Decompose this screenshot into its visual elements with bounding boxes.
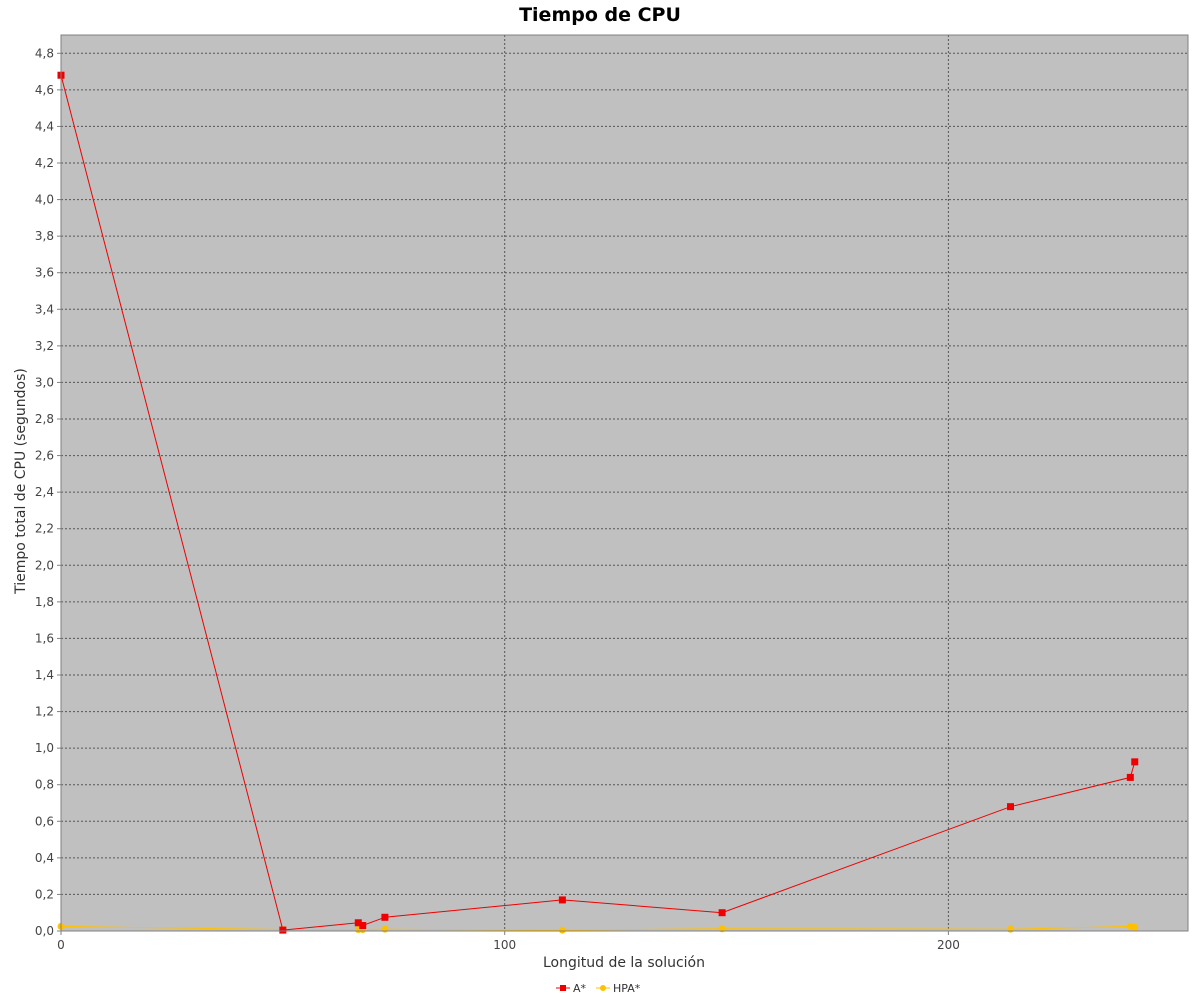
x-tick-label: 200 bbox=[937, 938, 960, 952]
legend-item-hpa: HPA* bbox=[596, 982, 641, 995]
y-tick-label: 2,0 bbox=[35, 558, 54, 572]
y-tick-label: 1,8 bbox=[35, 595, 54, 609]
x-tick-label: 100 bbox=[493, 938, 516, 952]
data-point-a bbox=[1131, 758, 1139, 766]
y-tick-label: 3,0 bbox=[35, 375, 54, 389]
series-line-a bbox=[60, 75, 1136, 931]
y-tick-label: 0,0 bbox=[35, 924, 54, 938]
y-tick-label: 4,2 bbox=[35, 156, 54, 170]
y-axis-ticks: 0,0 0,2 0,4 0,6 0,8 1,0 1,2 1,4 1,6 1,8 2,0 2,2 2,4 2… bbox=[35, 46, 61, 938]
x-tick-label: 0 bbox=[57, 938, 65, 952]
grid-lines bbox=[61, 35, 1188, 931]
plot-area bbox=[60, 34, 1189, 932]
legend-marker-hpa bbox=[600, 985, 606, 991]
data-point-a bbox=[558, 896, 566, 904]
data-point-hpa bbox=[1007, 925, 1015, 933]
legend: A* HPA* bbox=[556, 982, 641, 995]
data-point-hpa bbox=[558, 926, 566, 934]
y-tick-label: 2,4 bbox=[35, 485, 54, 499]
series-layer bbox=[57, 71, 1139, 934]
legend-label-hpa: HPA* bbox=[613, 982, 641, 995]
y-tick-label: 4,6 bbox=[35, 83, 54, 97]
data-point-hpa bbox=[381, 925, 389, 933]
y-tick-label: 3,2 bbox=[35, 339, 54, 353]
y-tick-label: 1,0 bbox=[35, 741, 54, 755]
data-point-a bbox=[718, 909, 726, 917]
y-tick-label: 1,4 bbox=[35, 668, 54, 682]
y-tick-label: 2,8 bbox=[35, 412, 54, 426]
data-point-a bbox=[279, 926, 287, 934]
data-point-hpa bbox=[1131, 923, 1139, 931]
y-tick-label: 4,4 bbox=[35, 119, 54, 133]
y-tick-label: 4,0 bbox=[35, 193, 54, 207]
legend-item-a: A* bbox=[556, 982, 587, 995]
y-tick-label: 1,2 bbox=[35, 705, 54, 719]
y-tick-label: 3,4 bbox=[35, 302, 54, 316]
series-line-hpa bbox=[60, 925, 1135, 931]
data-point-a bbox=[359, 922, 367, 930]
y-tick-label: 4,8 bbox=[35, 46, 54, 60]
data-point-a bbox=[354, 919, 362, 927]
y-tick-label: 1,6 bbox=[35, 631, 54, 645]
data-point-a bbox=[1126, 773, 1134, 781]
y-tick-label: 3,6 bbox=[35, 266, 54, 280]
y-tick-label: 0,6 bbox=[35, 814, 54, 828]
data-point-a bbox=[381, 913, 389, 921]
data-point-a bbox=[1007, 803, 1015, 811]
y-tick-label: 2,2 bbox=[35, 522, 54, 536]
y-tick-label: 2,6 bbox=[35, 449, 54, 463]
y-tick-label: 0,8 bbox=[35, 778, 54, 792]
x-axis-ticks: 0 100 200 bbox=[57, 931, 960, 952]
x-axis-label: Longitud de la solución bbox=[543, 955, 705, 971]
chart-title: Tiempo de CPU bbox=[519, 4, 681, 26]
y-axis-label: Tiempo total de CPU (segundos) bbox=[13, 368, 29, 595]
y-tick-label: 3,8 bbox=[35, 229, 54, 243]
plot-border bbox=[60, 34, 1189, 932]
y-tick-label: 0,2 bbox=[35, 887, 54, 901]
legend-label-a: A* bbox=[573, 982, 587, 995]
y-tick-label: 0,4 bbox=[35, 851, 54, 865]
legend-marker-a bbox=[560, 985, 566, 991]
